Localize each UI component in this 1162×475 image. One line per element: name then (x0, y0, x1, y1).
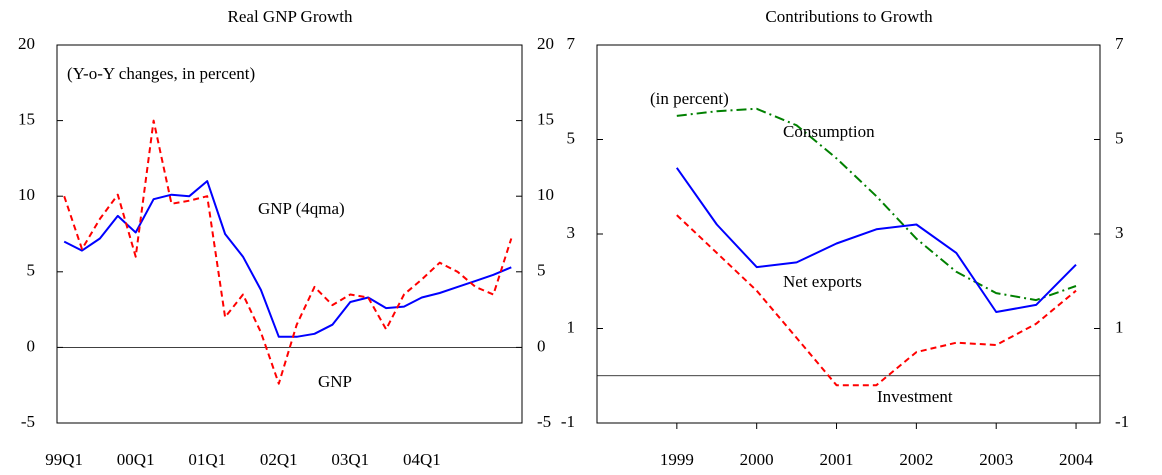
y-tick-label: -5 (21, 412, 35, 431)
y-tick-label: 7 (567, 34, 576, 53)
x-tick-label: 2000 (740, 450, 774, 469)
series-label: GNP (318, 372, 352, 391)
y-tick-label: 1 (567, 317, 576, 336)
series-label: Net exports (783, 272, 862, 291)
y2-tick-label: 5 (537, 261, 546, 280)
series-label: Investment (877, 387, 953, 406)
y2-tick-label: -5 (537, 412, 551, 431)
x-tick-label: 1999 (660, 450, 694, 469)
x-tick-label: 2004 (1059, 450, 1094, 469)
y2-tick-label: 5 (1115, 128, 1124, 147)
x-tick-label: 02Q1 (260, 450, 298, 469)
y-tick-label: 5 (567, 128, 576, 147)
annotation: (Y-o-Y changes, in percent) (67, 64, 255, 83)
x-tick-label: 2003 (979, 450, 1013, 469)
y2-tick-label: 3 (1115, 223, 1124, 242)
y2-tick-label: 15 (537, 110, 554, 129)
x-tick-label: 04Q1 (403, 450, 441, 469)
series-line (676, 107, 1077, 302)
y2-tick-label: 10 (537, 185, 554, 204)
y-tick-label: -1 (561, 412, 575, 431)
series-label: GNP (4qma) (258, 199, 345, 218)
x-tick-label: 03Q1 (331, 450, 369, 469)
y2-tick-label: -1 (1115, 412, 1129, 431)
series-line (676, 214, 1077, 387)
y-tick-label: 5 (27, 261, 36, 280)
y-tick-label: 20 (18, 34, 35, 53)
y2-tick-label: 0 (537, 336, 546, 355)
y2-tick-label: 1 (1115, 317, 1124, 336)
x-tick-label: 00Q1 (117, 450, 155, 469)
series-label: Consumption (783, 122, 875, 141)
y-tick-label: 10 (18, 185, 35, 204)
series-line (675, 167, 1077, 313)
x-tick-label: 2001 (820, 450, 854, 469)
x-tick-label: 01Q1 (188, 450, 226, 469)
chart-title: Real GNP Growth (228, 7, 353, 26)
chart-title: Contributions to Growth (765, 7, 933, 26)
y-tick-label: 0 (27, 336, 36, 355)
y-tick-label: 15 (18, 110, 35, 129)
y2-tick-label: 20 (537, 34, 554, 53)
y-tick-label: 3 (567, 223, 576, 242)
annotation: (in percent) (650, 89, 729, 108)
series-line (63, 119, 513, 385)
x-tick-label: 2002 (899, 450, 933, 469)
x-tick-label: 99Q1 (45, 450, 83, 469)
y2-tick-label: 7 (1115, 34, 1124, 53)
plot-frame (56, 44, 523, 424)
